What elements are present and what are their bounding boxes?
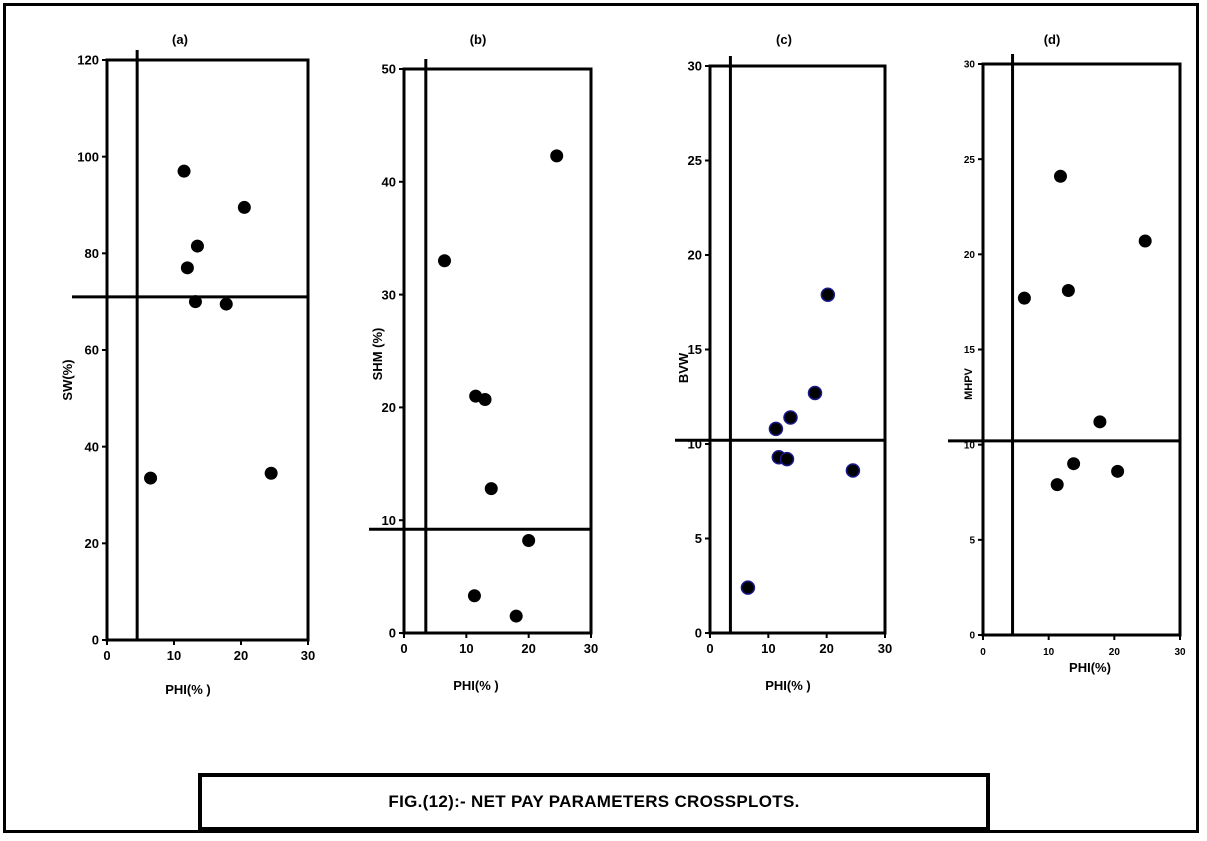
x-tick-label: 30 (1174, 647, 1186, 658)
data-point (779, 451, 795, 467)
x-axis-label: PHI(% ) (165, 682, 211, 697)
data-point (478, 393, 492, 407)
chart-title: (b) (470, 32, 487, 47)
data-point (190, 239, 204, 253)
x-tick-label: 20 (234, 648, 248, 663)
y-tick-label: 100 (77, 149, 99, 164)
y-axis-label: SW(%) (60, 359, 75, 400)
x-tick-label: 20 (521, 641, 535, 656)
data-point (144, 471, 158, 485)
y-tick-label: 5 (695, 531, 702, 546)
plot-frame (402, 67, 593, 635)
x-tick-label: 20 (1109, 647, 1121, 658)
y-tick-label: 10 (964, 440, 976, 451)
crossplot-4: (d) 0 5 10 15 20 25 30 0 10 20 30 PHI(%) MHPV (948, 32, 1186, 675)
caption-box: FIG.(12):- NET PAY PARAMETERS CROSSPLOTS… (198, 773, 990, 831)
x-tick-label: 10 (761, 641, 775, 656)
y-tick-label: 25 (964, 155, 976, 166)
y-tick-label: 30 (964, 60, 976, 71)
data-point (264, 466, 278, 480)
y-tick-label: 20 (688, 248, 702, 263)
data-point (740, 580, 756, 595)
y-axis-label: MHPV (963, 367, 975, 399)
data-point (438, 254, 452, 268)
data-point (1017, 291, 1031, 305)
figure-frame (3, 3, 1199, 833)
crossplot-1: (a) 0 20 40 60 80 100 120 0 10 20 30 PHI(% ) SW(%) (60, 32, 315, 697)
data-point (1061, 283, 1075, 297)
data-point (188, 295, 202, 309)
y-tick-label: 60 (85, 343, 99, 358)
data-point (1093, 415, 1107, 429)
data-point (783, 410, 798, 425)
data-point (522, 534, 536, 548)
x-tick-label: 10 (167, 648, 181, 663)
data-point (509, 609, 523, 623)
y-tick-label: 120 (77, 53, 99, 68)
data-point (237, 200, 251, 214)
y-tick-label: 50 (382, 62, 396, 77)
x-tick-label: 30 (301, 648, 315, 663)
y-tick-label: 80 (85, 246, 99, 261)
data-point (484, 482, 498, 496)
x-tick-label: 20 (819, 641, 833, 656)
chart-title: (c) (776, 32, 792, 47)
data-point (820, 287, 836, 302)
y-tick-label: 30 (688, 59, 702, 74)
crossplot-2: (b) 0 10 20 30 40 50 0 10 20 30 PHI(% ) SHM (%) (369, 32, 598, 693)
x-tick-label: 0 (400, 641, 407, 656)
data-point (768, 421, 784, 437)
data-point (1050, 478, 1064, 492)
y-tick-label: 0 (92, 633, 99, 648)
y-tick-label: 20 (85, 536, 99, 551)
data-point (1138, 234, 1152, 248)
y-tick-label: 25 (688, 153, 702, 168)
y-tick-label: 0 (695, 626, 702, 641)
data-point (1067, 457, 1081, 471)
data-point (550, 149, 564, 163)
x-tick-label: 30 (584, 641, 598, 656)
data-point (180, 261, 194, 275)
data-point (807, 385, 823, 401)
x-axis-label: PHI(% ) (765, 678, 811, 693)
x-tick-label: 0 (103, 648, 110, 663)
y-axis-label: BVW (676, 352, 691, 383)
plot-frame (708, 64, 887, 635)
y-axis-label: SHM (%) (370, 328, 385, 381)
data-point (1053, 169, 1067, 183)
chart-title: (d) (1044, 32, 1061, 47)
data-point (177, 164, 191, 178)
y-tick-label: 5 (969, 535, 975, 546)
y-tick-label: 20 (964, 250, 976, 261)
y-tick-label: 20 (382, 400, 396, 415)
data-point (1111, 464, 1125, 478)
x-tick-label: 0 (980, 647, 986, 658)
y-tick-label: 40 (85, 439, 99, 454)
y-tick-label: 0 (969, 631, 975, 642)
y-tick-label: 15 (964, 345, 976, 356)
y-tick-label: 10 (382, 513, 396, 528)
x-tick-label: 30 (878, 641, 892, 656)
x-tick-label: 10 (459, 641, 473, 656)
x-axis-label: PHI(% ) (453, 678, 499, 693)
y-tick-label: 40 (382, 174, 396, 189)
y-tick-label: 30 (382, 287, 396, 302)
data-point (219, 297, 233, 311)
chart-title: (a) (172, 32, 188, 47)
data-point (467, 589, 481, 603)
x-tick-label: 0 (706, 641, 713, 656)
y-tick-label: 0 (389, 626, 396, 641)
y-tick-label: 15 (688, 342, 702, 357)
data-point (845, 463, 861, 478)
x-tick-label: 10 (1043, 647, 1055, 658)
x-axis-label: PHI(%) (1069, 660, 1111, 675)
figure-caption: FIG.(12):- NET PAY PARAMETERS CROSSPLOTS… (388, 792, 800, 811)
